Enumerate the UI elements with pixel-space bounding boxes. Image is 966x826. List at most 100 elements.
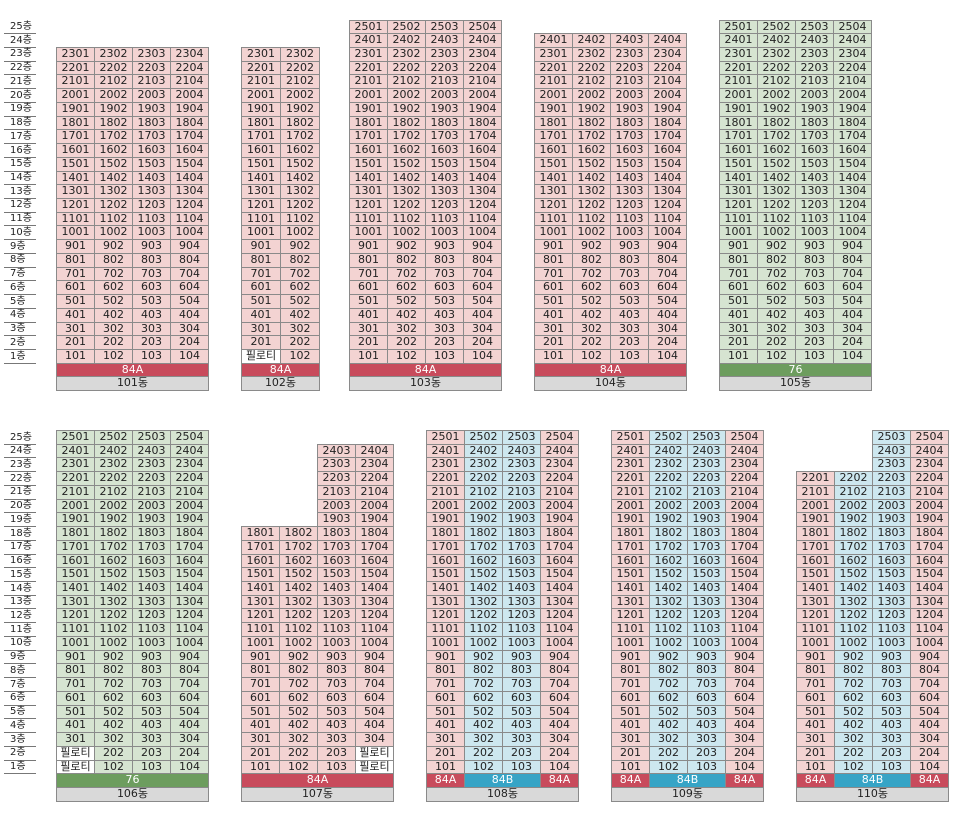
- unit-cell: 1202: [94, 197, 133, 213]
- unit-cell: 1404: [540, 581, 579, 596]
- unit-cell: 802: [572, 252, 611, 268]
- unit-cell: 702: [387, 266, 426, 282]
- unit-cell: 604: [463, 280, 502, 296]
- unit-cell: 1004: [355, 635, 394, 651]
- unit-cell: 903: [132, 649, 171, 665]
- unit-cell: 2101: [719, 74, 758, 90]
- unit-cell: 803: [795, 252, 834, 268]
- unit-cell: 2103: [502, 484, 541, 500]
- unit-cell: 2501: [611, 430, 650, 445]
- unit-cell: 1003: [132, 635, 171, 651]
- floor-label: 11층: [10, 623, 32, 635]
- unit-cell: 1303: [610, 184, 649, 199]
- unit-cell: 1202: [387, 197, 426, 213]
- unit-cell: 2304: [170, 46, 209, 62]
- unit-cell: 2203: [795, 60, 834, 76]
- unit-type-bar: 84A: [241, 773, 394, 788]
- unit-cell: 1002: [280, 225, 320, 241]
- unit-cell: 1103: [132, 211, 171, 227]
- unit-cell: 2004: [540, 498, 579, 514]
- building-name-bar: 106동: [56, 786, 209, 802]
- unit-cell: 1002: [94, 635, 133, 651]
- unit-cell: 1601: [241, 143, 281, 158]
- unit-cell: 2204: [170, 60, 209, 76]
- floor-label: 5층: [10, 295, 26, 307]
- unit-cell: 403: [132, 307, 171, 323]
- unit-cell: 2203: [132, 60, 171, 76]
- floor-label: 2층: [10, 747, 26, 759]
- unit-cell: 1204: [725, 608, 764, 624]
- unit-cell: 901: [796, 649, 835, 665]
- pilotis-cell: 필로티: [56, 745, 95, 761]
- unit-cell: 1203: [317, 608, 356, 624]
- unit-cell: 2402: [649, 443, 688, 459]
- unit-cell: 2404: [170, 443, 209, 459]
- unit-cell: 201: [426, 745, 465, 761]
- unit-cell: 2102: [834, 484, 873, 500]
- unit-cell: 1003: [687, 635, 726, 651]
- unit-cell: 1603: [132, 553, 171, 569]
- unit-cell: 402: [572, 307, 611, 323]
- floor-divider: [4, 718, 36, 720]
- unit-cell: 2501: [719, 19, 758, 35]
- unit-cell: 202: [94, 335, 133, 350]
- unit-cell: 2301: [534, 46, 573, 62]
- unit-cell: 404: [833, 307, 872, 323]
- floor-label: 20층: [10, 500, 32, 512]
- floor-label: 7층: [10, 268, 26, 280]
- unit-cell: 1304: [355, 594, 394, 610]
- unit-cell: 504: [910, 704, 949, 720]
- unit-cell: 1801: [796, 526, 835, 541]
- unit-cell: 2402: [387, 33, 426, 48]
- unit-cell: 2301: [719, 46, 758, 62]
- unit-cell: 1904: [463, 101, 502, 117]
- unit-cell: 2003: [795, 88, 834, 103]
- unit-cell: 1103: [872, 622, 911, 637]
- unit-cell: 504: [725, 704, 764, 720]
- unit-cell: 1801: [719, 115, 758, 131]
- unit-cell: 302: [94, 321, 133, 337]
- unit-cell: 1702: [387, 129, 426, 145]
- unit-cell: 1301: [241, 184, 281, 199]
- unit-cell: 102: [649, 759, 688, 775]
- floor-label: 3층: [10, 733, 26, 745]
- unit-cell: 103: [132, 349, 171, 364]
- unit-cell: 2401: [349, 33, 388, 48]
- unit-cell: 1104: [170, 622, 209, 637]
- unit-cell: 902: [834, 649, 873, 665]
- unit-cell: 1002: [94, 225, 133, 241]
- unit-cell: 301: [534, 321, 573, 337]
- unit-cell: 901: [719, 239, 758, 254]
- unit-cell: 1302: [834, 594, 873, 610]
- unit-cell: 1803: [687, 526, 726, 541]
- unit-cell: 903: [317, 649, 356, 665]
- unit-cell: 1402: [649, 581, 688, 596]
- unit-cell: 2403: [425, 33, 464, 48]
- unit-cell: 1703: [425, 129, 464, 145]
- floor-divider: [4, 526, 36, 528]
- unit-cell: 103: [795, 349, 834, 364]
- unit-cell: 1104: [910, 622, 949, 637]
- unit-cell: 1201: [241, 608, 280, 624]
- unit-cell: 1703: [795, 129, 834, 145]
- floor-divider: [4, 33, 36, 35]
- floor-divider: [4, 335, 36, 337]
- unit-cell: 2104: [725, 484, 764, 500]
- unit-cell: 1304: [463, 184, 502, 199]
- unit-cell: 1502: [572, 156, 611, 172]
- unit-cell: 2103: [317, 484, 356, 500]
- unit-cell: 1201: [349, 197, 388, 213]
- unit-cell: 1603: [425, 143, 464, 158]
- unit-cell: 1103: [610, 211, 649, 227]
- unit-cell: 102: [279, 759, 318, 775]
- unit-type-bar: 84B: [464, 773, 541, 788]
- unit-cell: 1702: [572, 129, 611, 145]
- unit-cell: 1104: [648, 211, 687, 227]
- unit-cell: 604: [355, 690, 394, 706]
- unit-cell: 1103: [425, 211, 464, 227]
- unit-cell: 304: [355, 732, 394, 747]
- unit-cell: 1902: [834, 512, 873, 528]
- unit-cell: 1502: [94, 567, 133, 583]
- floor-divider: [4, 773, 36, 775]
- unit-cell: 701: [534, 266, 573, 282]
